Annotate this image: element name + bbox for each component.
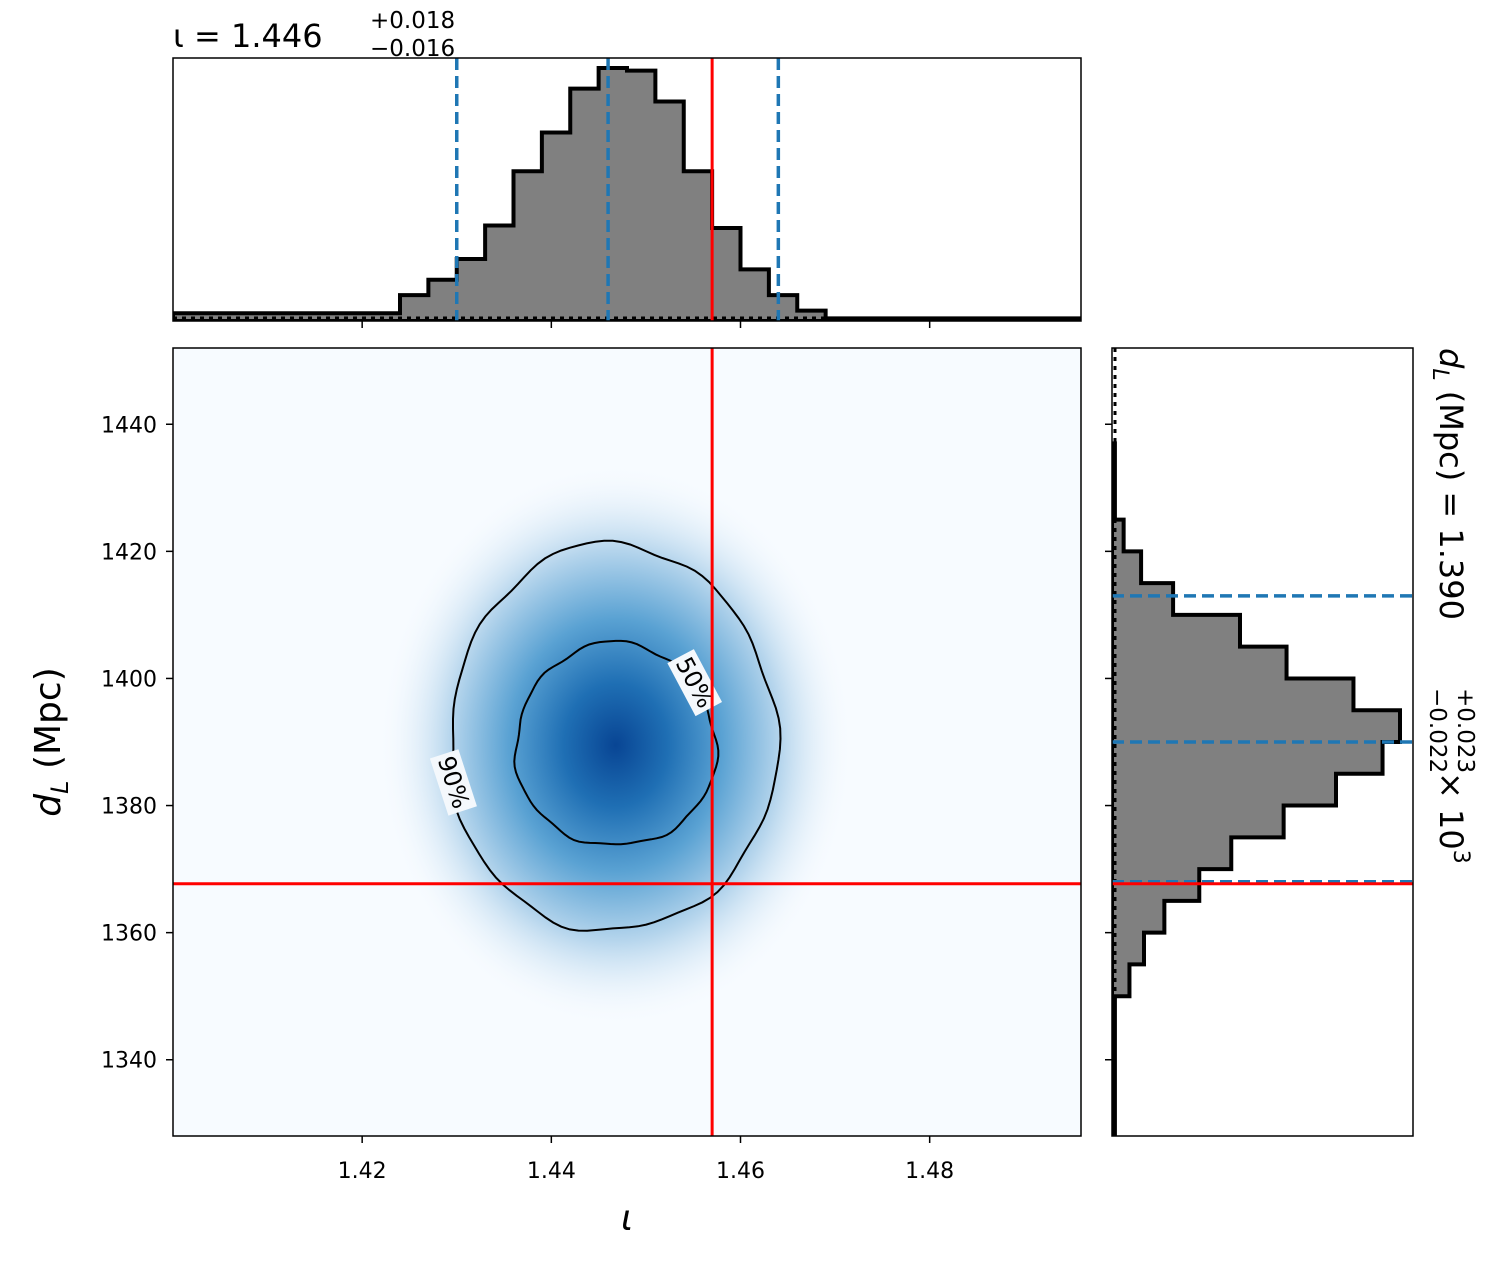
y-marginal-ticks: [1105, 423, 1112, 1061]
x-summary-symbol: ι: [173, 17, 184, 55]
y-summary-prefix: (Mpc) = 1.390: [1432, 391, 1470, 620]
y-summary-exp: 3: [1448, 850, 1473, 864]
contour-90-percent: [451, 539, 782, 932]
y-marginal-frame: [1111, 347, 1414, 1137]
x-marginal-lines: [455, 58, 781, 321]
x-summary-minus: −0.016: [370, 36, 455, 62]
y-tick-label-1340: 1340: [101, 1049, 157, 1074]
x-marginal-frame: [172, 57, 1082, 322]
x-marginal-ticks: [361, 321, 931, 328]
x-axis-ticks: 1.42 1.44 1.46 1.48: [338, 1136, 954, 1184]
x-tick-label-1.46: 1.46: [716, 1159, 765, 1184]
contour-50-label-pad: [667, 649, 723, 717]
y-summary-main: dL (Mpc) = 1.390: [1427, 348, 1470, 620]
y-axis-symbol: d: [28, 793, 69, 817]
y-tick-label-1420: 1420: [101, 540, 157, 565]
y-axis-title: dL (Mpc): [28, 667, 74, 816]
joint-truth-lines: [173, 348, 1081, 1136]
y-tick-label-1360: 1360: [101, 922, 157, 947]
joint-density-heatmap: [378, 464, 853, 1027]
contour-90-label-pad: [429, 749, 477, 816]
y-summary-suffix: × 103: [1432, 772, 1473, 864]
x-summary-plus: +0.018: [370, 8, 455, 34]
contour-50-percent: [513, 639, 720, 846]
x-axis-title: ι: [621, 1198, 633, 1239]
x-summary-median: 1.446: [231, 17, 323, 55]
x-tick-label-1.48: 1.48: [905, 1159, 954, 1184]
y-summary-symbol: d: [1432, 348, 1470, 369]
x-tick-label-1.44: 1.44: [527, 1159, 576, 1184]
y-axis-symbol-sub: L: [46, 781, 74, 794]
x-tick-label-1.42: 1.42: [338, 1159, 387, 1184]
x-summary-title: ι = 1.446: [173, 17, 323, 55]
y-axis-unit: (Mpc): [28, 667, 69, 769]
y-summary-plus: +0.023: [1452, 688, 1478, 773]
y-tick-label-1400: 1400: [101, 667, 157, 692]
y-summary-space: [1432, 381, 1470, 391]
y-summary-title: dL (Mpc) = 1.390 +0.023 −0.022 × 103: [1424, 348, 1478, 864]
y-marginal-lines: [1112, 594, 1413, 886]
x-marginal-panel: ι = 1.446 +0.018 −0.016: [172, 8, 1082, 328]
x-summary-equals: =: [194, 17, 231, 55]
y-summary-symbol-sub: L: [1427, 368, 1452, 380]
y-tick-label-1440: 1440: [101, 413, 157, 438]
y-summary-times: × 10: [1432, 772, 1470, 850]
y-tick-label-1380: 1380: [101, 795, 157, 820]
y-marginal-panel: dL (Mpc) = 1.390 +0.023 −0.022 × 103: [1105, 347, 1478, 1137]
joint-density-frame: [172, 347, 1082, 1137]
joint-density-panel: 50%90% 1.42 1.44 1.46 1.48 1340136013801400…: [28, 347, 1082, 1239]
y-axis-ticks: 1340 1360 1380 1400 1420 1440: [101, 413, 173, 1074]
y-axis-unit-space: [28, 769, 69, 780]
y-summary-minus: −0.022: [1424, 688, 1450, 773]
